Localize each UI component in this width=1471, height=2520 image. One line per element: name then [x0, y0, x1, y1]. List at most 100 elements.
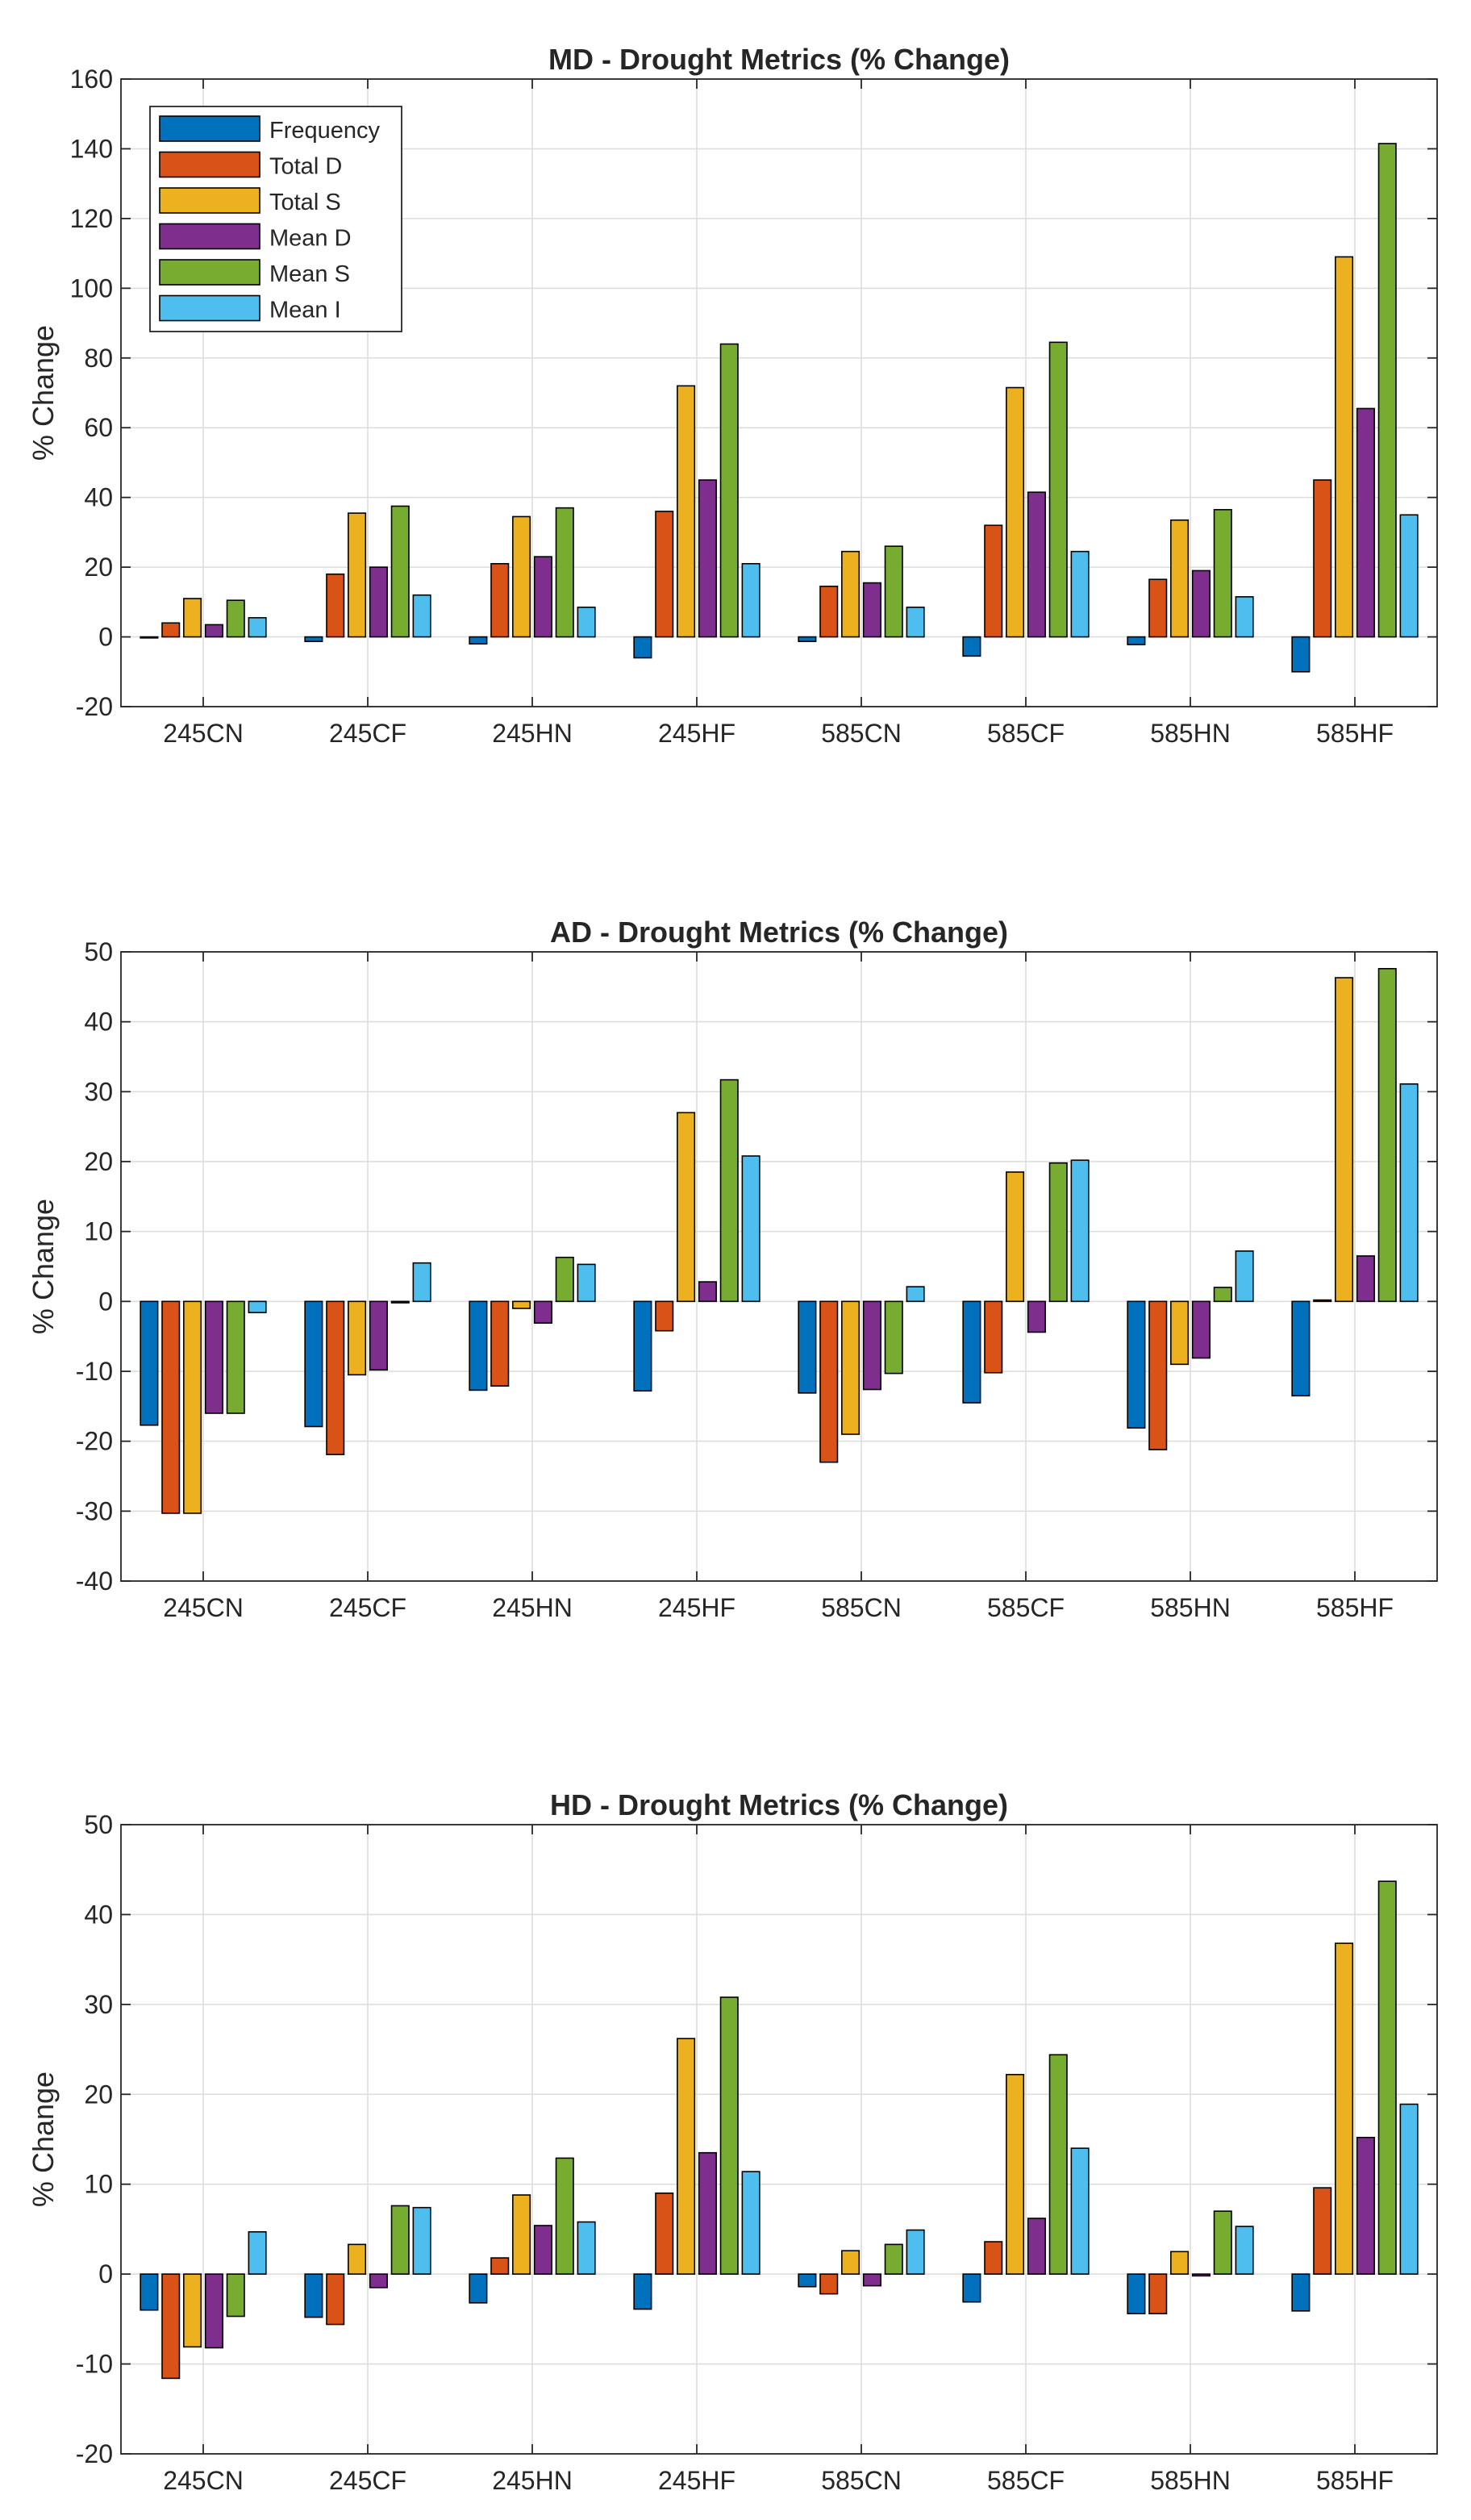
- legend-swatch: [159, 187, 260, 214]
- bar-mean-s-585hn: [1213, 2210, 1232, 2275]
- bar-total-s-245cf: [348, 512, 367, 638]
- x-tick-label: 585HF: [1316, 2466, 1394, 2495]
- x-tick-label: 245HF: [658, 719, 736, 748]
- x-tick-label: 245CN: [163, 719, 244, 748]
- y-tick-label: 140: [70, 134, 113, 163]
- bar-mean-i-245hn: [577, 1263, 596, 1303]
- bar-total-s-585cf: [1006, 1171, 1025, 1303]
- x-tick-label: 245CF: [329, 2466, 406, 2495]
- bar-frequency-585cf: [962, 2273, 981, 2303]
- y-tick-label: 10: [84, 2170, 113, 2199]
- y-tick-label: 40: [84, 483, 113, 512]
- bar-mean-s-245cn: [226, 1300, 245, 1414]
- bar-mean-s-245cf: [390, 505, 410, 638]
- bar-mean-i-585hf: [1399, 1083, 1419, 1303]
- bar-total-s-585hn: [1170, 2251, 1190, 2275]
- bar-mean-d-245hn: [533, 556, 552, 638]
- bar-frequency-245cf: [304, 1300, 323, 1428]
- bar-frequency-585cf: [962, 636, 981, 657]
- bar-total-d-585cf: [984, 1300, 1003, 1374]
- legend-label: Mean S: [269, 261, 350, 287]
- x-tick-label: 585CF: [987, 719, 1065, 748]
- x-tick-label: 245HF: [658, 2466, 736, 2495]
- bar-mean-s-585hf: [1377, 143, 1397, 638]
- y-tick-label: 30: [84, 1077, 113, 1106]
- bar-frequency-585cn: [798, 636, 817, 642]
- bar-frequency-245hn: [469, 636, 488, 645]
- bar-mean-i-245hn: [577, 607, 596, 638]
- bar-mean-d-585hn: [1191, 2273, 1211, 2277]
- axes-box: [120, 78, 1438, 707]
- bar-total-d-245hn: [490, 2257, 510, 2275]
- bar-total-s-245hf: [677, 2038, 696, 2275]
- y-tick-label: 50: [84, 937, 113, 966]
- bar-frequency-585cn: [798, 2273, 817, 2288]
- legend-swatch: [159, 223, 260, 250]
- bar-mean-d-585cf: [1027, 2218, 1046, 2275]
- y-tick-label: 20: [84, 1147, 113, 1176]
- bar-mean-i-585hn: [1235, 1250, 1254, 1303]
- bar-frequency-245cf: [304, 2273, 323, 2318]
- chart-panel-3: -20 -10 0 10 20 30 40 50 245CN 245CF 245HN 245HF 585…: [27, 1788, 1438, 2495]
- bar-total-s-585hn: [1170, 1300, 1190, 1366]
- bar-total-d-245hf: [655, 511, 674, 638]
- bar-total-s-585hf: [1335, 977, 1354, 1303]
- y-tick-label: 30: [84, 1990, 113, 2019]
- legend-swatch: [159, 115, 260, 142]
- y-tick-label: -40: [76, 1567, 113, 1596]
- bar-mean-d-585hf: [1356, 1255, 1375, 1303]
- x-tick-label: 245CN: [163, 1593, 244, 1622]
- bar-mean-i-585cn: [906, 607, 925, 638]
- bar-total-d-585hn: [1148, 578, 1168, 638]
- y-tick-label: -10: [76, 2350, 113, 2379]
- bar-mean-d-245hn: [533, 1300, 552, 1325]
- bar-frequency-585hf: [1291, 2273, 1311, 2312]
- bar-mean-d-585cn: [862, 2273, 881, 2287]
- bar-total-d-245hf: [655, 1300, 674, 1332]
- bar-total-s-245hn: [512, 2194, 531, 2275]
- bar-total-d-245hn: [490, 562, 510, 638]
- bar-mean-s-585cn: [884, 545, 903, 638]
- bar-total-s-585cn: [841, 2250, 861, 2275]
- bar-total-d-585cn: [819, 1300, 839, 1463]
- bar-frequency-585hf: [1291, 636, 1311, 673]
- y-axis-label: % Change: [27, 1199, 60, 1334]
- bar-total-d-585hf: [1313, 479, 1332, 638]
- y-tick-label: 120: [70, 204, 113, 233]
- bar-mean-d-245hf: [698, 1281, 717, 1303]
- bar-total-s-585cf: [1006, 386, 1025, 638]
- bar-total-s-585cf: [1006, 2073, 1025, 2275]
- bar-mean-s-245cn: [226, 599, 245, 638]
- bar-mean-s-245hn: [555, 1256, 574, 1303]
- bar-mean-d-585hf: [1356, 407, 1375, 638]
- bar-mean-d-245cf: [369, 2273, 388, 2288]
- bar-frequency-245hf: [633, 2273, 652, 2310]
- bar-mean-i-585cn: [906, 2229, 925, 2275]
- bar-mean-i-585hf: [1399, 514, 1419, 638]
- bar-total-s-245cf: [348, 1300, 367, 1376]
- bar-frequency-245cn: [140, 2273, 159, 2311]
- bar-total-d-245cn: [161, 622, 181, 638]
- y-tick-label: -20: [76, 1427, 113, 1456]
- bar-mean-d-245cf: [369, 566, 388, 638]
- bar-mean-s-585cn: [884, 2243, 903, 2275]
- bar-total-d-585hf: [1313, 1299, 1332, 1303]
- bar-mean-i-245hn: [577, 2221, 596, 2275]
- bar-total-d-245cf: [326, 573, 345, 638]
- bar-mean-d-245hf: [698, 479, 717, 638]
- bar-mean-i-585cf: [1070, 550, 1090, 638]
- y-tick-label: 20: [84, 553, 113, 582]
- bar-mean-i-245cf: [412, 594, 431, 638]
- bar-total-d-585cf: [984, 524, 1003, 638]
- bar-mean-i-585cn: [906, 1286, 925, 1303]
- y-tick-label: -30: [76, 1496, 113, 1525]
- bar-mean-s-585hf: [1377, 1880, 1397, 2275]
- y-tick-label: 0: [98, 2259, 113, 2288]
- bar-frequency-245hn: [469, 1300, 488, 1391]
- bar-mean-d-245hf: [698, 2151, 717, 2275]
- bar-total-s-245hn: [512, 515, 531, 638]
- legend-label: Mean D: [269, 226, 352, 252]
- bar-mean-i-245cn: [248, 1300, 267, 1314]
- bar-total-s-245hn: [512, 1300, 531, 1309]
- bar-mean-i-585hn: [1235, 2226, 1254, 2275]
